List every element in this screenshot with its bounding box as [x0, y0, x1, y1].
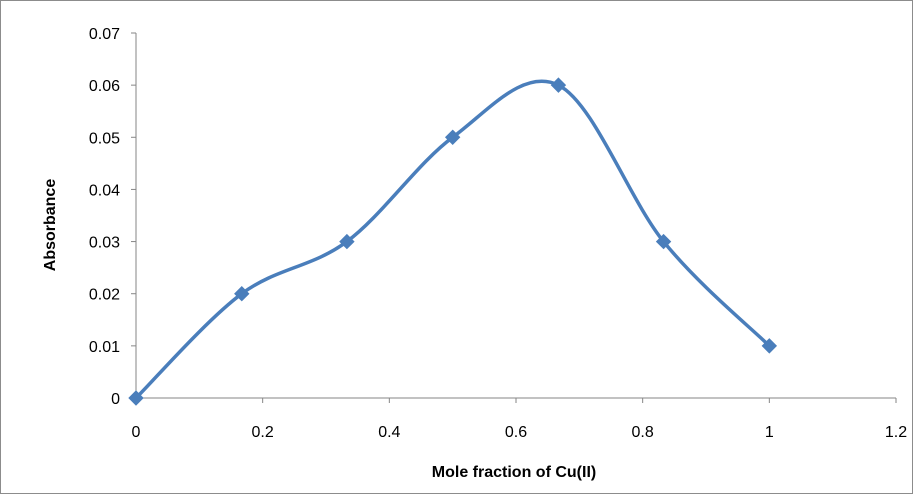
- x-tick-label: 1: [765, 424, 774, 441]
- y-tick-label: 0.07: [89, 26, 120, 43]
- y-tick-label: 0: [111, 391, 120, 408]
- x-tick-label: 0.4: [378, 424, 400, 441]
- data-point-marker: [339, 233, 355, 250]
- x-tick-label: 0: [132, 424, 141, 441]
- data-point-marker: [761, 338, 778, 354]
- axes: 0 0.01 0.02 0.03 0.04 0.05 0.06 0.07 0 0.2 0.4 0.6…: [89, 26, 907, 441]
- y-tick-label: 0.01: [89, 339, 120, 356]
- data-point-marker: [234, 286, 250, 302]
- x-tick-label: 0.8: [632, 424, 654, 441]
- y-tick-label: 0.02: [89, 287, 120, 304]
- y-tick-label: 0.04: [89, 182, 120, 199]
- plot-series: [128, 77, 778, 406]
- y-axis-ticks: 0 0.01 0.02 0.03 0.04 0.05 0.06 0.07: [89, 26, 136, 408]
- x-tick-label: 0.6: [505, 424, 527, 441]
- y-tick-label: 0.03: [89, 235, 120, 252]
- y-tick-label: 0.05: [89, 130, 120, 147]
- y-axis-title: Absorbance: [42, 179, 59, 272]
- data-point-marker: [550, 77, 567, 93]
- y-tick-label: 0.06: [89, 78, 120, 95]
- x-tick-label: 1.2: [885, 424, 907, 441]
- data-point-marker: [128, 390, 144, 406]
- x-axis-title: Mole fraction of Cu(II): [432, 464, 596, 481]
- data-point-marker: [655, 233, 672, 250]
- x-tick-label: 0.2: [252, 424, 274, 441]
- data-point-marker: [444, 129, 461, 145]
